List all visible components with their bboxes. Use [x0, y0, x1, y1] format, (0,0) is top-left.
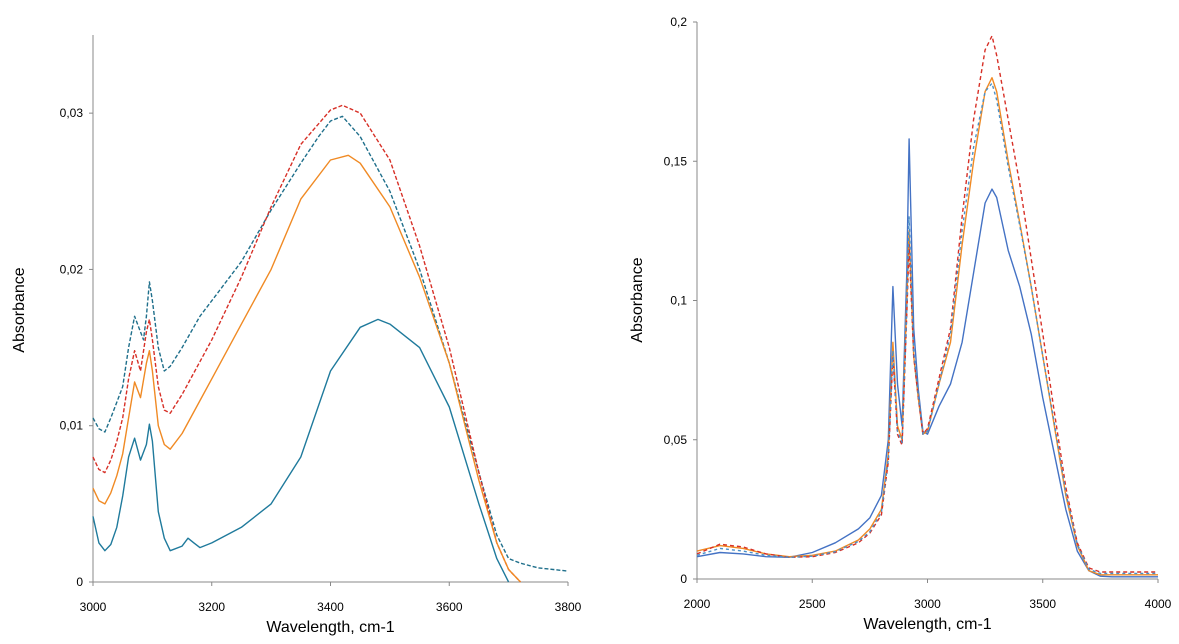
y-tick-label: 0: [76, 575, 83, 589]
x-tick-label: 3600: [436, 600, 463, 614]
series-line-1: [92, 115, 569, 572]
x-tick-label: 3000: [80, 600, 107, 614]
x-tick-label: 4000: [1145, 597, 1172, 611]
y-axis-label: Absorbance: [629, 257, 646, 342]
x-tick-label: 3200: [198, 600, 225, 614]
y-tick-label: 0,02: [60, 262, 84, 276]
y-tick-label: 0,1: [670, 294, 687, 308]
right-chart: 0 0,05 0,1 0,15 0,2 2000 2500 3000 3500 4000 Wavel…: [629, 15, 1172, 633]
x-tick-label: 2500: [799, 597, 826, 611]
x-axis-label: Wavelength, cm-1: [266, 619, 394, 636]
series-line-4: [696, 82, 1158, 575]
y-axis-label: Absorbance: [11, 267, 28, 352]
x-tick-label: 3500: [1029, 597, 1056, 611]
y-tick-label: 0,03: [60, 106, 84, 120]
y-tick-label: 0,01: [60, 419, 84, 433]
series-line-3: [696, 35, 1158, 573]
x-tick-label: 3800: [555, 600, 582, 614]
x-axis-label: Wavelength, cm-1: [863, 616, 991, 633]
y-tick-label: 0,05: [664, 433, 688, 447]
x-tick-label: 3000: [914, 597, 941, 611]
y-tick-label: 0: [680, 572, 687, 586]
y-tick-label: 0,15: [664, 154, 688, 168]
series-line-3: [92, 154, 522, 583]
x-tick-label: 2000: [684, 597, 711, 611]
x-tick-label: 3400: [317, 600, 344, 614]
left-chart: 0 0,01 0,02 0,03 3000 3200 3400 3600 3800 Wavelen…: [11, 35, 582, 636]
y-tick-label: 0,2: [670, 15, 687, 29]
series-line-4: [92, 318, 510, 583]
series-line-2: [92, 104, 522, 583]
